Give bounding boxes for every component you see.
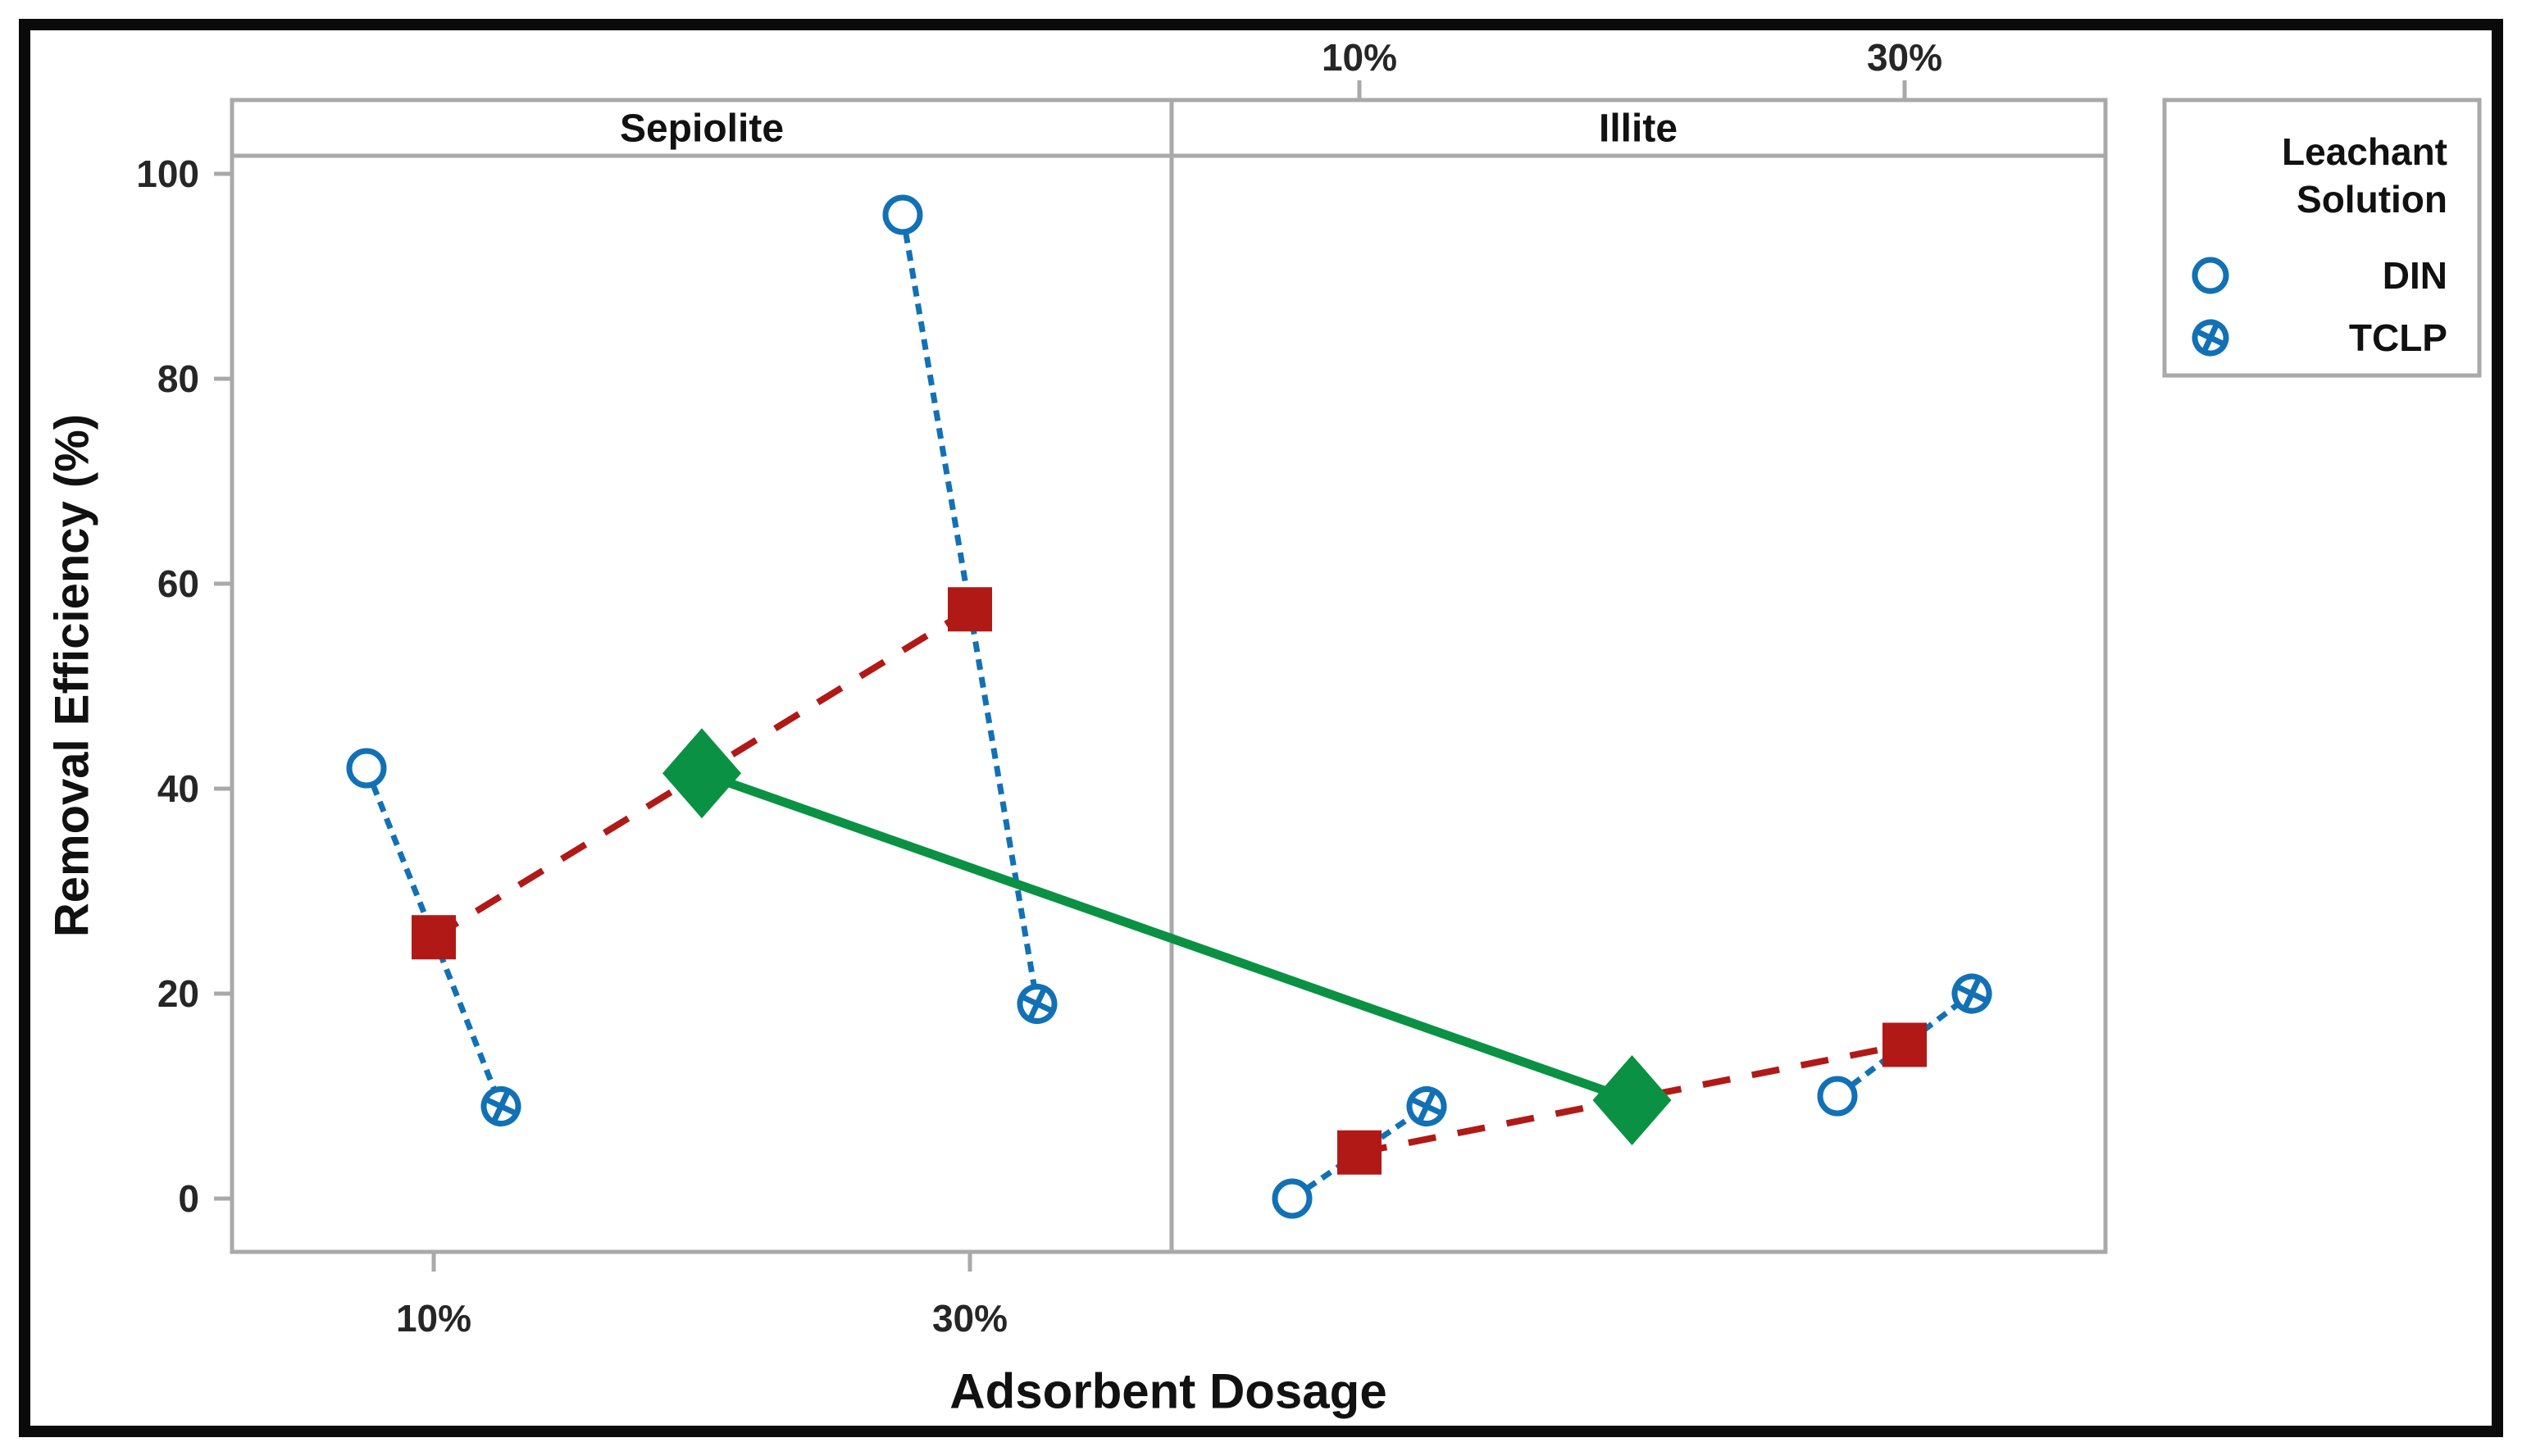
y-tick-label: 20 <box>157 972 199 1015</box>
tclp-cross-v <box>1416 1089 1437 1124</box>
tclp-cross-v <box>1961 976 1983 1011</box>
x-axis-title: Adsorbent Dosage <box>949 1364 1386 1419</box>
dosage-mean-marker <box>948 587 992 632</box>
y-tick-label: 40 <box>157 767 199 810</box>
axis-ticks-layer: 100 80 60 40 20 0 10% 30% 10% 30% <box>136 36 1942 1340</box>
x-tick-label-top: 10% <box>1322 36 1397 79</box>
legend-item-din: DIN <box>2383 254 2447 297</box>
data-series-layer <box>346 194 1992 1219</box>
legend-item-tclp: TCLP <box>2349 316 2447 359</box>
tclp-circle-plus-marker <box>1406 1086 1447 1126</box>
y-tick-label: 80 <box>157 357 199 400</box>
y-tick-label: 0 <box>178 1177 199 1220</box>
panel-mean-diamond-marker <box>662 728 741 819</box>
y-tick-label: 60 <box>157 562 199 605</box>
observation-connector-line <box>1835 991 1974 1099</box>
din-open-circle-marker <box>346 748 387 789</box>
tclp-cross-v <box>490 1089 512 1124</box>
figure-border <box>19 19 2503 1437</box>
din-open-circle-marker <box>1272 1178 1313 1219</box>
dosage-mean-marker <box>412 915 456 960</box>
panel-mean-line <box>700 769 1634 1105</box>
circle-plus-vline <box>2201 322 2220 353</box>
tclp-circle-plus-marker <box>1017 984 1058 1024</box>
y-tick-label: 100 <box>136 152 199 195</box>
panel-header-illite: Illite <box>1599 107 1678 151</box>
legend-title-line1: Leachant <box>2282 130 2447 173</box>
legend-title-line2: Solution <box>2297 178 2447 221</box>
x-tick-label-bottom: 30% <box>932 1297 1008 1340</box>
tclp-circle-plus-marker <box>480 1086 521 1126</box>
x-tick-label-bottom: 10% <box>396 1297 471 1340</box>
tclp-cross-v <box>1027 986 1048 1021</box>
din-open-circle-marker <box>882 194 923 235</box>
open-circle-icon <box>2192 257 2229 294</box>
din-open-circle-marker <box>1817 1076 1858 1117</box>
dosage-mean-marker <box>1882 1022 1927 1067</box>
dosage-mean-marker <box>1337 1130 1382 1175</box>
x-tick-label-top: 30% <box>1867 36 1942 79</box>
y-axis-title: Removal Efficiency (%) <box>46 414 99 937</box>
plot-area <box>230 98 2108 1254</box>
tclp-circle-plus-marker <box>1951 973 1992 1014</box>
legend: Leachant Solution DIN TCLP <box>2162 98 2482 378</box>
panel-header-sepiolite: Sepiolite <box>620 107 784 151</box>
panel-mean-diamond-marker <box>1592 1055 1672 1145</box>
circle-plus-icon <box>2192 319 2229 357</box>
